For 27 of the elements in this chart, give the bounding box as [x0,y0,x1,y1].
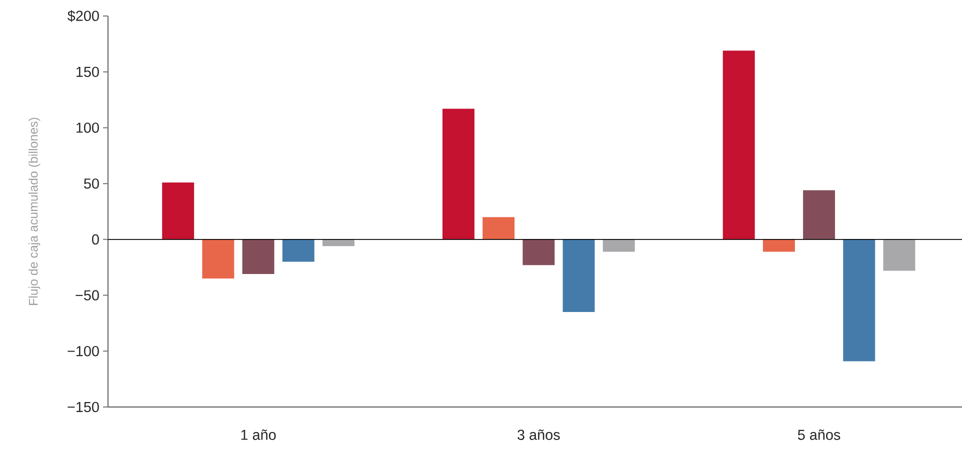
y-tick-label: −50 [76,290,99,300]
bar [883,239,916,271]
bar [162,182,194,240]
bar [202,239,234,279]
bar [762,239,795,252]
y-tick-label: 100 [76,122,99,133]
y-tick-label: −150 [68,402,99,412]
bar [522,239,555,266]
x-tick-label: 3 años [518,429,560,440]
y-tick-label: −100 [68,346,99,356]
bar [803,190,836,240]
bar [562,239,595,312]
x-tick-label: 1 año [241,429,276,440]
bar [843,239,876,362]
y-tick-label: 0 [92,234,99,245]
bar [442,108,474,240]
bar [322,239,354,246]
bar [482,217,515,240]
y-tick-label: $200 [68,10,99,22]
x-tick-label: 5 años [798,429,840,440]
y-axis-title: Flujo de caja acumulado (billones) [28,118,40,305]
y-tick-label: 50 [84,178,99,189]
bar [242,239,274,274]
bar [602,239,635,252]
y-tick-label: 150 [76,66,99,77]
bar [722,50,755,240]
bar [282,239,314,262]
